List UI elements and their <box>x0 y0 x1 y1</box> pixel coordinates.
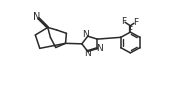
Text: N: N <box>96 44 103 53</box>
Text: N: N <box>82 30 89 39</box>
Text: N: N <box>84 49 91 58</box>
Text: F: F <box>127 26 133 35</box>
Text: F: F <box>121 17 126 26</box>
Text: F: F <box>133 18 138 27</box>
Text: N: N <box>33 12 40 22</box>
